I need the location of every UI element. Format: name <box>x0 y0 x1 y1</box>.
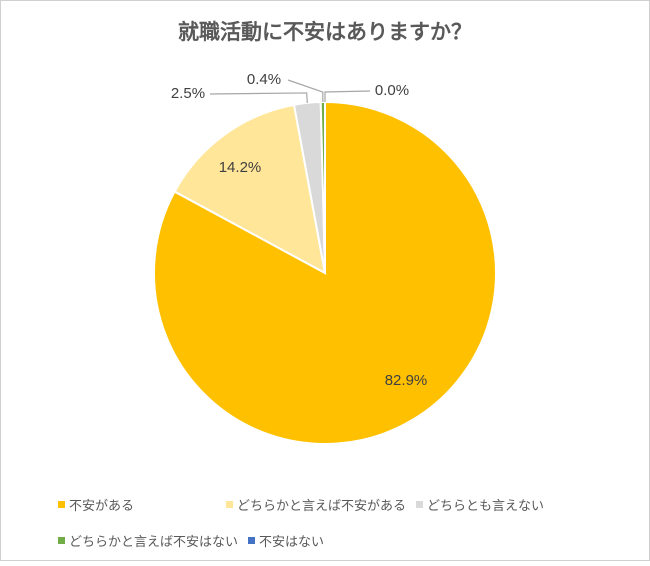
legend-label: どちらかと言えば不安がある <box>237 498 407 514</box>
label-somewhat-not-anxious: 0.4% <box>247 71 281 88</box>
chart-title: 就職活動に不安はありますか？ <box>178 20 472 44</box>
label-neutral: 2.5% <box>171 85 205 102</box>
legend-row-2: どちらかと言えば不安はない 不安はない <box>58 530 618 550</box>
legend-swatch <box>58 536 65 544</box>
legend-swatch <box>226 500 233 508</box>
legend-label: どちらとも言えない <box>427 498 545 514</box>
legend-label: 不安はない <box>259 534 325 550</box>
legend-label: どちらかと言えば不安はない <box>69 534 239 550</box>
slice-anxious <box>153 100 497 445</box>
slice-somewhat-anxious <box>173 103 327 275</box>
leader-line <box>324 90 371 102</box>
legend-label: 不安がある <box>69 498 135 514</box>
leader-line <box>209 92 308 103</box>
legend-swatch <box>58 500 65 508</box>
label-not-anxious: 0.0% <box>375 82 409 99</box>
legend-item-anxious: 不安がある <box>58 495 226 514</box>
chart-legend: 不安がある どちらかと言えば不安がある どちらとも言えない どちらかと言えば不安… <box>58 494 618 566</box>
legend-row-1: 不安がある どちらかと言えば不安がある どちらとも言えない <box>58 494 618 514</box>
leader-line <box>287 79 324 103</box>
legend-item-not-anxious: 不安はない <box>248 531 324 550</box>
legend-item-somewhat-anxious: どちらかと言えば不安がある <box>226 495 416 514</box>
legend-swatch <box>248 536 255 544</box>
legend-swatch <box>416 500 423 508</box>
label-somewhat-anxious: 14.2% <box>219 159 262 176</box>
legend-item-somewhat-not-anxious: どちらかと言えば不安はない <box>58 531 248 550</box>
legend-item-neutral: どちらとも言えない <box>416 495 544 514</box>
label-anxious: 82.9% <box>385 372 428 389</box>
